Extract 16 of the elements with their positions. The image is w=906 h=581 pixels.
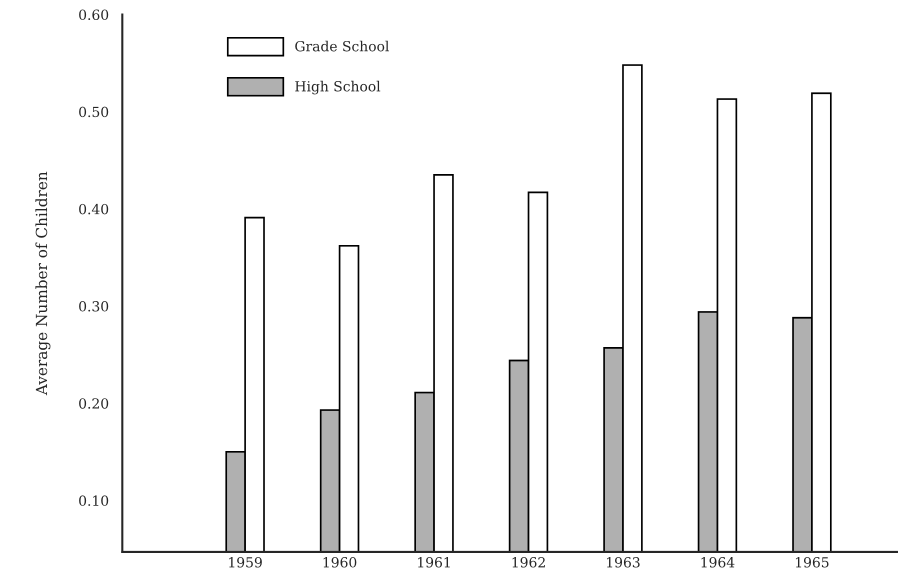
legend-label: High School: [295, 80, 380, 94]
y-axis-title: Average Number of Children: [35, 172, 50, 396]
y-tick-label: 0.60: [79, 9, 108, 20]
x-tick-label: 1963: [607, 557, 640, 568]
x-tick-label: 1960: [324, 557, 356, 568]
x-tick-label: 1962: [512, 557, 545, 568]
legend-label: Grade School: [295, 40, 389, 52]
x-tick-label: 1965: [796, 557, 829, 568]
y-tick-label: 0.20: [79, 398, 108, 409]
y-tick-label: 0.10: [79, 495, 108, 506]
x-tick-label: 1961: [418, 557, 450, 568]
x-tick-label: 1964: [701, 557, 734, 568]
y-tick-label: 0.50: [79, 106, 108, 118]
y-tick-label: 0.30: [79, 301, 108, 312]
x-tick-label: 1959: [229, 557, 262, 568]
y-tick-label: 0.40: [79, 204, 108, 214]
